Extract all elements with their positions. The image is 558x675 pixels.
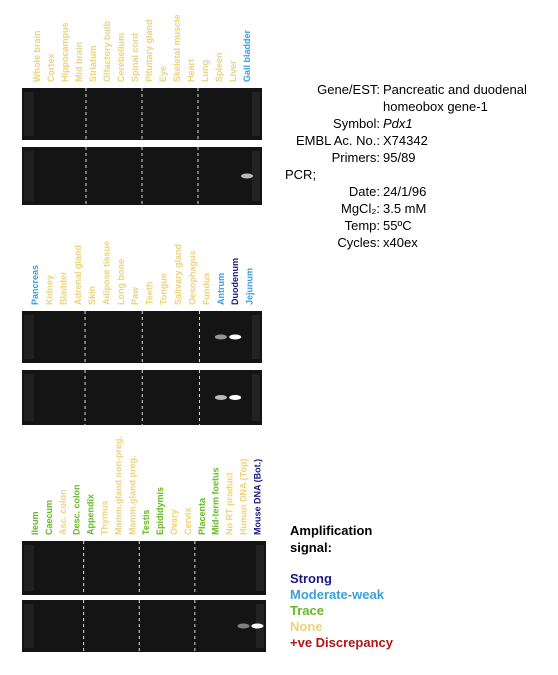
gel bbox=[22, 600, 266, 652]
lane-label: Duodenum bbox=[230, 258, 240, 305]
lane-label: Jejunum bbox=[245, 268, 255, 305]
gel-ladder bbox=[24, 545, 34, 591]
gel-ladder bbox=[256, 545, 264, 591]
lane-label: Fundus bbox=[202, 273, 212, 306]
info-key: MgCl₂: bbox=[341, 201, 380, 216]
gel bbox=[22, 541, 266, 595]
lane-label: Epididymis bbox=[155, 487, 165, 535]
legend-title: Amplification bbox=[290, 523, 372, 538]
legend-item: Trace bbox=[290, 603, 324, 618]
gel-ladder bbox=[252, 92, 260, 136]
lane-label: Skeletal muscle bbox=[172, 14, 182, 82]
band bbox=[237, 623, 250, 629]
info-key: Cycles: bbox=[337, 235, 380, 250]
lane-label: Mamm.gland non-preg. bbox=[113, 436, 123, 535]
info-value: 24/1/96 bbox=[383, 184, 426, 199]
gel-ladder bbox=[24, 374, 34, 421]
lane-label: Ileum bbox=[30, 511, 40, 535]
lane-label: Heart bbox=[186, 59, 196, 82]
band bbox=[214, 334, 227, 340]
info-key: Symbol: bbox=[333, 116, 380, 131]
lane-label: Human DNA (Top) bbox=[239, 459, 249, 536]
band bbox=[214, 395, 227, 400]
lane-label: Placenta bbox=[197, 497, 207, 535]
info-key: EMBL Ac. No.: bbox=[296, 133, 380, 148]
lane-label: Antrum bbox=[216, 273, 226, 305]
lane-label: Oesophagus bbox=[187, 250, 197, 305]
band bbox=[229, 334, 242, 340]
band bbox=[251, 623, 264, 629]
legend-item: +ve Discrepancy bbox=[290, 635, 394, 650]
lane-label: Liver bbox=[228, 60, 238, 82]
band bbox=[229, 395, 242, 400]
info-key: Gene/EST: bbox=[317, 82, 380, 97]
lane-label: Mid-term foetus bbox=[211, 468, 221, 536]
lane-label: Mouse DNA (Bot.) bbox=[252, 459, 262, 535]
lane-label: Salivary gland bbox=[173, 244, 183, 305]
lane-label: Asc. colon bbox=[58, 489, 68, 535]
info-value: Pdx1 bbox=[383, 116, 413, 131]
gel-ladder bbox=[24, 604, 34, 648]
lane-label: Ovary bbox=[169, 509, 179, 535]
lane-label: Olfactory bulb bbox=[102, 20, 112, 82]
lane-label: No RT product bbox=[225, 473, 235, 536]
legend-item: None bbox=[290, 619, 323, 634]
lane-label: Whole brain bbox=[32, 31, 42, 83]
info-value: 95/89 bbox=[383, 150, 416, 165]
info-value: homeobox gene-1 bbox=[383, 99, 488, 114]
lane-label: Paw bbox=[130, 286, 140, 305]
lane-label: Skin bbox=[87, 286, 97, 305]
lane-label: Mid brain bbox=[74, 42, 84, 82]
lane-label: Spinal cord bbox=[130, 33, 140, 82]
gel-ladder bbox=[252, 374, 260, 421]
legend-item: Strong bbox=[290, 571, 332, 586]
legend-title: signal: bbox=[290, 540, 332, 555]
gel-ladder bbox=[252, 315, 260, 359]
lane-label: Bladder bbox=[59, 271, 69, 305]
lane-label: Adipose tissue bbox=[102, 241, 112, 305]
info-key: Temp: bbox=[345, 218, 380, 233]
lane-label: Gall bladder bbox=[242, 29, 252, 82]
lane-label: Lung bbox=[200, 60, 210, 82]
info-value: x40ex bbox=[383, 235, 418, 250]
lane-label: Cervix bbox=[183, 507, 193, 535]
lane-label: Pituitary gland bbox=[144, 19, 154, 82]
lane-label: Testis bbox=[141, 510, 151, 535]
lane-label: Spleen bbox=[214, 52, 224, 82]
lane-label: Mamm.gland preg. bbox=[127, 455, 137, 535]
lane-label: Appendix bbox=[86, 494, 96, 535]
info-heading: PCR; bbox=[285, 167, 316, 182]
legend-item: Moderate-weak bbox=[290, 587, 385, 602]
info-value: Pancreatic and duodenal bbox=[383, 82, 527, 97]
lane-label: Kidney bbox=[44, 275, 54, 305]
lane-label: Teeth bbox=[144, 282, 154, 305]
lane-label: Adrenal gland bbox=[73, 245, 83, 305]
lane-label: Caecum bbox=[44, 500, 54, 535]
lane-label: Pancreas bbox=[30, 265, 40, 305]
gel-ladder bbox=[24, 92, 34, 136]
lane-label: Thymus bbox=[100, 500, 110, 535]
lane-label: Eye bbox=[158, 66, 168, 82]
band bbox=[241, 173, 253, 179]
info-value: X74342 bbox=[383, 133, 428, 148]
info-value: 55ºC bbox=[383, 218, 412, 233]
lane-label: Cortex bbox=[46, 53, 56, 82]
lane-label: Striatum bbox=[88, 45, 98, 82]
gel-ladder bbox=[252, 151, 260, 201]
lane-label: Cerebellum bbox=[116, 33, 126, 82]
info-key: Date: bbox=[349, 184, 380, 199]
info-key: Primers: bbox=[332, 150, 380, 165]
lane-label: Desc. colon bbox=[72, 484, 82, 535]
lane-label: Hippocampus bbox=[60, 22, 70, 82]
lane-label: Long bone bbox=[116, 259, 126, 305]
gel-ladder bbox=[24, 315, 34, 359]
lane-label: Tongue bbox=[159, 273, 169, 305]
info-value: 3.5 mM bbox=[383, 201, 426, 216]
gel-ladder bbox=[24, 151, 34, 201]
